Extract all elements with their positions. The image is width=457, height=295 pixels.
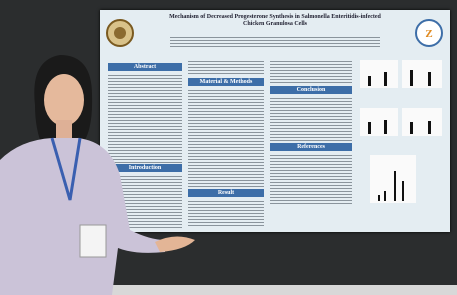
person	[0, 0, 457, 295]
photo: Z Mechanism of Decreased Progesterone Sy…	[0, 0, 457, 295]
